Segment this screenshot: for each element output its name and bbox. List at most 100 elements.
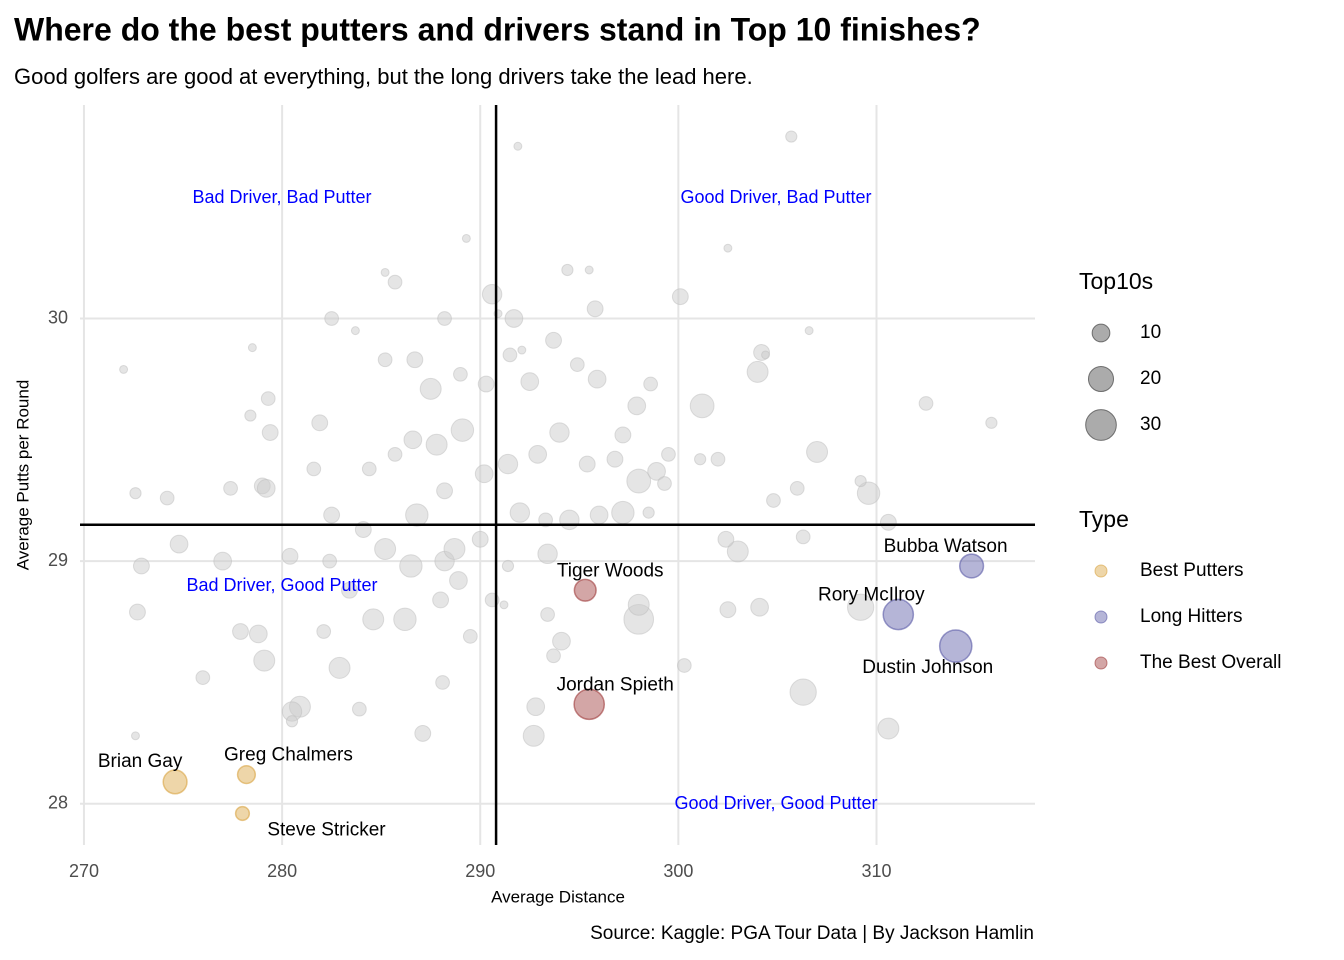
background-point [647, 462, 666, 481]
y-axis-title: Average Putts per Round [13, 380, 32, 571]
background-point [785, 130, 798, 143]
background-point [504, 309, 524, 328]
background-point [350, 326, 360, 336]
highlight-point [162, 769, 188, 795]
point-label: Steve Stricker [267, 819, 386, 840]
background-point [432, 591, 450, 609]
background-point [387, 447, 403, 462]
highlight-point [236, 765, 257, 785]
background-point [414, 724, 432, 742]
background-point [569, 357, 585, 372]
background-point [405, 503, 429, 527]
background-point [526, 697, 546, 717]
legend-size-key [1091, 323, 1111, 343]
legend-size-key [1085, 409, 1117, 441]
background-point [450, 418, 475, 442]
background-point [497, 453, 519, 475]
background-point [306, 461, 322, 477]
background-point [584, 265, 594, 275]
quadrant-label: Bad Driver, Bad Putter [192, 187, 371, 207]
x-tick-label: 280 [267, 861, 297, 881]
background-point [537, 543, 558, 565]
background-point [323, 506, 341, 524]
background-point [399, 554, 423, 578]
background-point [477, 375, 495, 393]
background-point [232, 623, 249, 640]
point-label: Tiger Woods [557, 560, 664, 581]
background-point [481, 284, 503, 305]
background-point [261, 424, 279, 441]
legend-label: Best Putters [1140, 560, 1244, 581]
point-label: Dustin Johnson [862, 657, 993, 678]
background-point [281, 547, 299, 565]
legend-title: Type [1079, 506, 1129, 532]
background-point [449, 571, 468, 590]
legend-label: The Best Overall [1140, 652, 1282, 673]
background-point [795, 529, 811, 545]
background-point [453, 366, 468, 382]
highlight-point [882, 598, 915, 631]
point-label: Rory McIlroy [818, 585, 925, 606]
quadrant-label: Good Driver, Bad Putter [680, 187, 871, 207]
background-point [517, 345, 527, 355]
background-point [471, 530, 489, 548]
background-point [462, 628, 478, 644]
background-point [436, 482, 453, 500]
background-point [847, 593, 875, 621]
background-point [661, 447, 676, 462]
background-point [642, 506, 655, 519]
quadrant-label: Bad Driver, Good Putter [186, 575, 377, 595]
background-point [247, 343, 257, 353]
background-point [387, 274, 403, 290]
background-point [611, 500, 635, 525]
background-point [328, 656, 351, 679]
background-point [513, 141, 523, 151]
background-point [627, 396, 647, 416]
legend-color-key [1094, 656, 1108, 670]
background-point [578, 455, 596, 473]
background-point [854, 474, 867, 488]
legend-color-key [1094, 564, 1108, 578]
point-label: Greg Chalmers [224, 745, 353, 766]
y-tick-label: 29 [48, 550, 68, 570]
background-point [657, 476, 672, 491]
background-point [726, 540, 749, 563]
background-point [159, 490, 175, 506]
background-point [361, 461, 377, 477]
x-tick-label: 300 [663, 861, 693, 881]
background-point [546, 648, 561, 664]
background-point [406, 351, 424, 369]
background-point [671, 288, 689, 306]
background-point [324, 311, 339, 326]
background-point [403, 430, 423, 450]
background-point [502, 347, 518, 363]
background-point [985, 416, 998, 429]
chart-title: Where do the best putters and drivers st… [14, 11, 981, 47]
background-point [129, 603, 146, 621]
background-point [561, 263, 574, 277]
background-point [213, 551, 233, 571]
background-point [689, 393, 715, 419]
background-point [419, 377, 442, 400]
highlight-point [958, 553, 985, 579]
background-point [614, 426, 632, 444]
background-point [260, 391, 276, 406]
background-point [879, 513, 897, 531]
background-point [606, 450, 624, 468]
background-point [918, 396, 934, 411]
background-point [856, 481, 881, 505]
background-point [131, 731, 140, 741]
background-point [587, 369, 607, 389]
background-point [377, 352, 393, 368]
point-label: Jordan Spieth [557, 674, 674, 695]
background-point [761, 350, 770, 360]
background-point [437, 311, 452, 326]
background-point [626, 468, 652, 494]
y-tick-label: 30 [48, 307, 68, 327]
background-point [435, 675, 450, 690]
background-point [540, 607, 555, 622]
highlight-point [573, 578, 597, 602]
background-point [133, 557, 150, 575]
y-tick-label: 28 [48, 793, 68, 813]
